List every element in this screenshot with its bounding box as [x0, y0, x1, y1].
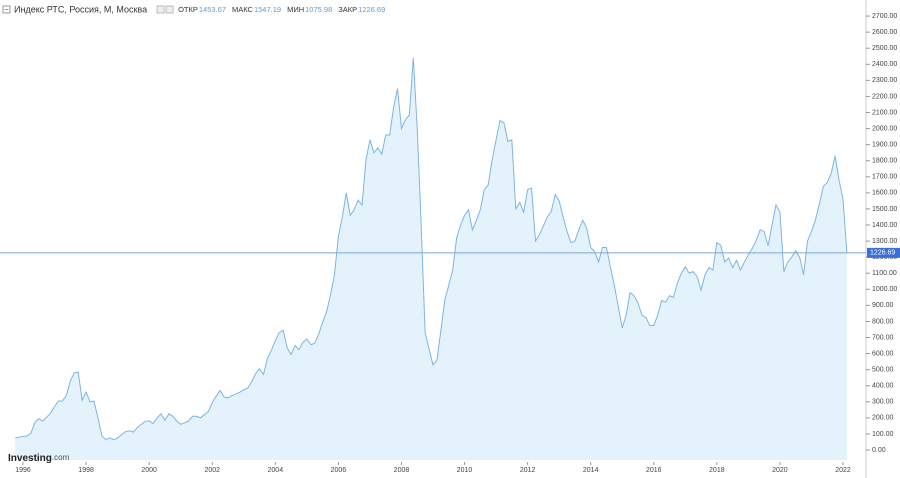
- plot-area: [15, 57, 848, 461]
- x-tick-label: 2022: [835, 467, 851, 474]
- x-tick-label: 2020: [772, 467, 788, 474]
- y-tick-label: 2200.00: [872, 93, 897, 100]
- y-tick-label: 1700.00: [872, 174, 897, 181]
- y-tick-label: 500.00: [872, 367, 894, 374]
- ohlc-value: 1547.19: [254, 5, 281, 14]
- x-tick-label: 2018: [709, 467, 725, 474]
- y-tick-label: 400.00: [872, 383, 894, 390]
- y-tick-label: 1900.00: [872, 141, 897, 148]
- x-tick-label: 2010: [457, 467, 473, 474]
- y-tick-label: 800.00: [872, 318, 894, 325]
- ohlc-label: ЗАКР: [338, 5, 357, 14]
- x-tick-label: 1996: [15, 467, 31, 474]
- ohlc-header: ОТКР 1453.67 МАКС 1547.19 МИН 1075.98 ЗАКР 1226…: [156, 5, 385, 14]
- y-tick-label: 2100.00: [872, 109, 897, 116]
- x-tick-label: 2008: [394, 467, 410, 474]
- x-tick-label: 2006: [331, 467, 347, 474]
- x-tick-label: 1998: [78, 467, 94, 474]
- area-fill: [15, 57, 847, 461]
- y-tick-label: 700.00: [872, 334, 894, 341]
- last-value-tag: [867, 247, 900, 258]
- ohlc-label: МАКС: [232, 5, 254, 14]
- header-icon: [156, 5, 165, 14]
- logo: Investing.com: [8, 453, 70, 464]
- x-tick-label: 2004: [268, 467, 284, 474]
- y-tick-label: 100.00: [872, 431, 894, 438]
- x-tick-label: 2014: [583, 467, 599, 474]
- ohlc-value: 1075.98: [305, 5, 332, 14]
- y-tick-label: 1400.00: [872, 222, 897, 229]
- collapse-icon[interactable]: [2, 5, 11, 14]
- ohlc-label: МИН: [287, 5, 304, 14]
- y-tick-label: 1100.00: [872, 270, 897, 277]
- y-tick-label: 2000.00: [872, 125, 897, 132]
- y-tick-label: 300.00: [872, 399, 894, 406]
- logo-suffix: .com: [52, 453, 70, 462]
- x-tick-label: 2016: [646, 467, 662, 474]
- x-tick-label: 2012: [520, 467, 536, 474]
- chart-title: Индекс РТС, Россия, М, Москва: [14, 4, 147, 14]
- area-line: [15, 57, 848, 441]
- y-tick-label: 1600.00: [872, 190, 897, 197]
- x-tick-label: 2000: [141, 467, 157, 474]
- y-tick-label: 0.00: [872, 447, 886, 454]
- last-value-label: 1226.69: [870, 250, 895, 257]
- header-icon: [165, 5, 174, 14]
- ohlc-value: 1453.67: [199, 5, 226, 14]
- y-tick-label: 1300.00: [872, 238, 897, 245]
- x-tick-label: 2002: [204, 467, 220, 474]
- y-tick-label: 2500.00: [872, 45, 897, 52]
- y-tick-label: 2600.00: [872, 29, 897, 36]
- y-tick-label: 1800.00: [872, 158, 897, 165]
- logo-brand: Investing: [8, 453, 52, 464]
- y-tick-label: 2700.00: [872, 13, 897, 20]
- ohlc-label: ОТКР: [178, 5, 198, 14]
- y-tick-label: 2300.00: [872, 77, 897, 84]
- y-tick-label: 2400.00: [872, 61, 897, 68]
- y-tick-label: 900.00: [872, 302, 894, 309]
- y-tick-label: 200.00: [872, 415, 894, 422]
- y-tick-label: 600.00: [872, 350, 894, 357]
- ohlc-value: 1226.69: [358, 5, 385, 14]
- y-tick-label: 1000.00: [872, 286, 897, 293]
- y-tick-label: 1500.00: [872, 206, 897, 213]
